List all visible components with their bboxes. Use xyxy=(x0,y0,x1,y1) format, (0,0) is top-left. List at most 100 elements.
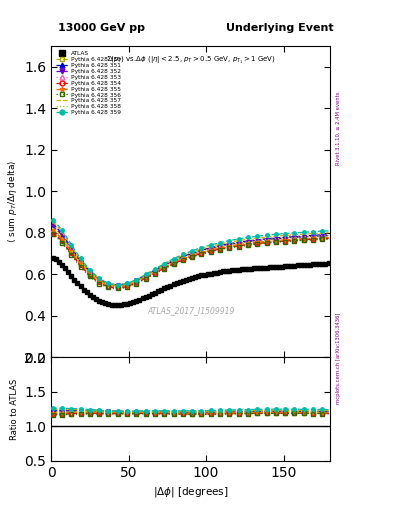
Line: ATLAS: ATLAS xyxy=(51,255,331,307)
ATLAS xyxy=(326,260,331,266)
Pythia 6.428 352 xyxy=(88,269,92,275)
Pythia 6.428 357 xyxy=(50,219,55,225)
Pythia 6.428 351 xyxy=(283,234,288,240)
Pythia 6.428 358 xyxy=(112,283,117,289)
Line: Pythia 6.428 352: Pythia 6.428 352 xyxy=(51,225,330,287)
Pythia 6.428 359 xyxy=(88,267,92,273)
Pythia 6.428 354 xyxy=(246,242,250,248)
Pythia 6.428 356 xyxy=(88,273,92,280)
Pythia 6.428 352 xyxy=(289,234,294,241)
Line: Pythia 6.428 351: Pythia 6.428 351 xyxy=(51,223,330,287)
Pythia 6.428 356 xyxy=(289,238,294,244)
Pythia 6.428 355 xyxy=(326,234,331,240)
Line: Pythia 6.428 353: Pythia 6.428 353 xyxy=(51,229,330,289)
Pythia 6.428 350 xyxy=(326,235,331,241)
Pythia 6.428 350 xyxy=(137,278,142,284)
ATLAS xyxy=(116,302,120,308)
Pythia 6.428 358 xyxy=(88,269,92,275)
Legend: ATLAS, Pythia 6.428 350, Pythia 6.428 351, Pythia 6.428 352, Pythia 6.428 353, P: ATLAS, Pythia 6.428 350, Pythia 6.428 35… xyxy=(53,49,123,118)
Line: Pythia 6.428 356: Pythia 6.428 356 xyxy=(51,232,330,290)
Pythia 6.428 359 xyxy=(246,234,250,241)
ATLAS xyxy=(317,261,321,267)
Pythia 6.428 351 xyxy=(88,268,92,274)
Text: mcplots.cern.ch [arXiv:1306.3436]: mcplots.cern.ch [arXiv:1306.3436] xyxy=(336,313,341,404)
Text: 13000 GeV pp: 13000 GeV pp xyxy=(58,23,145,33)
Pythia 6.428 354 xyxy=(326,236,331,242)
ATLAS xyxy=(283,263,288,269)
Pythia 6.428 358 xyxy=(289,234,294,241)
Pythia 6.428 357 xyxy=(289,232,294,238)
Pythia 6.428 354 xyxy=(50,229,55,236)
Pythia 6.428 357 xyxy=(317,230,321,237)
Pythia 6.428 355 xyxy=(88,270,92,276)
Pythia 6.428 354 xyxy=(112,285,117,291)
Pythia 6.428 357 xyxy=(116,282,120,288)
Pythia 6.428 355 xyxy=(137,276,142,283)
Pythia 6.428 359 xyxy=(317,228,321,234)
Pythia 6.428 352 xyxy=(137,276,142,282)
Pythia 6.428 350 xyxy=(112,284,117,290)
Pythia 6.428 358 xyxy=(317,233,321,239)
Pythia 6.428 351 xyxy=(317,232,321,238)
Line: Pythia 6.428 357: Pythia 6.428 357 xyxy=(53,222,329,285)
Pythia 6.428 357 xyxy=(137,275,142,282)
Pythia 6.428 351 xyxy=(137,275,142,282)
Pythia 6.428 354 xyxy=(283,238,288,244)
Pythia 6.428 355 xyxy=(246,240,250,246)
Pythia 6.428 350 xyxy=(289,237,294,243)
Pythia 6.428 352 xyxy=(116,282,120,288)
Text: ATLAS_2017_I1509919: ATLAS_2017_I1509919 xyxy=(147,306,234,315)
Pythia 6.428 350 xyxy=(283,238,288,244)
ATLAS xyxy=(289,263,294,269)
Pythia 6.428 357 xyxy=(88,268,92,274)
Pythia 6.428 356 xyxy=(246,242,250,248)
Pythia 6.428 353 xyxy=(283,238,288,244)
Pythia 6.428 350 xyxy=(50,229,55,236)
ATLAS xyxy=(137,296,142,303)
Pythia 6.428 359 xyxy=(116,282,120,288)
Pythia 6.428 351 xyxy=(116,282,120,288)
Pythia 6.428 354 xyxy=(317,236,321,242)
Pythia 6.428 353 xyxy=(246,242,250,248)
Pythia 6.428 352 xyxy=(317,233,321,239)
Pythia 6.428 356 xyxy=(326,236,331,242)
Pythia 6.428 350 xyxy=(317,236,321,242)
Pythia 6.428 351 xyxy=(326,231,331,238)
Line: Pythia 6.428 350: Pythia 6.428 350 xyxy=(51,231,330,288)
Text: Underlying Event: Underlying Event xyxy=(226,23,334,33)
Pythia 6.428 356 xyxy=(283,239,288,245)
ATLAS xyxy=(246,266,250,272)
Pythia 6.428 358 xyxy=(326,232,331,239)
Pythia 6.428 353 xyxy=(50,228,55,234)
Pythia 6.428 352 xyxy=(246,239,250,245)
Pythia 6.428 356 xyxy=(112,285,117,291)
Pythia 6.428 353 xyxy=(289,237,294,243)
Pythia 6.428 353 xyxy=(326,235,331,241)
Pythia 6.428 359 xyxy=(289,230,294,236)
Y-axis label: Ratio to ATLAS: Ratio to ATLAS xyxy=(10,378,19,440)
Pythia 6.428 359 xyxy=(326,228,331,234)
Pythia 6.428 354 xyxy=(289,238,294,244)
Line: Pythia 6.428 359: Pythia 6.428 359 xyxy=(51,219,330,287)
Pythia 6.428 353 xyxy=(112,284,117,290)
Pythia 6.428 356 xyxy=(137,279,142,285)
ATLAS xyxy=(50,254,55,261)
Pythia 6.428 355 xyxy=(317,234,321,241)
Pythia 6.428 358 xyxy=(50,225,55,231)
Pythia 6.428 353 xyxy=(88,271,92,278)
Pythia 6.428 359 xyxy=(137,275,142,281)
Pythia 6.428 355 xyxy=(112,283,117,289)
X-axis label: $|\Delta\phi|$ [degrees]: $|\Delta\phi|$ [degrees] xyxy=(153,485,228,499)
Pythia 6.428 358 xyxy=(246,239,250,245)
Pythia 6.428 357 xyxy=(283,232,288,239)
Pythia 6.428 356 xyxy=(317,237,321,243)
Line: Pythia 6.428 354: Pythia 6.428 354 xyxy=(51,231,330,290)
Pythia 6.428 358 xyxy=(137,276,142,282)
Pythia 6.428 351 xyxy=(50,221,55,227)
Pythia 6.428 350 xyxy=(88,272,92,278)
Text: $\Sigma(p_T)$ vs.$\Delta\phi$ ($|\eta| < 2.5$, $p_T > 0.5$ GeV, $p_{T_1} > 1$ Ge: $\Sigma(p_T)$ vs.$\Delta\phi$ ($|\eta| <… xyxy=(106,55,275,67)
Text: Rivet 3.1.10, ≥ 2.4M events: Rivet 3.1.10, ≥ 2.4M events xyxy=(336,91,341,165)
Pythia 6.428 352 xyxy=(50,223,55,229)
Pythia 6.428 359 xyxy=(50,217,55,223)
ATLAS xyxy=(88,292,92,298)
